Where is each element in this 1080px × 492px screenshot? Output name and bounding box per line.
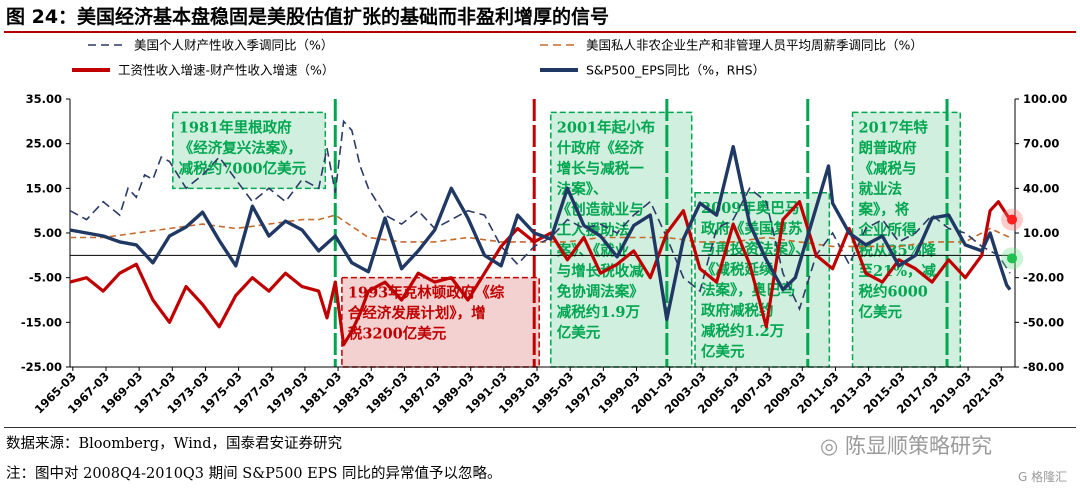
y-right-tick-4: 10.00 (1023, 226, 1059, 240)
annotation-text-3-10: 减税约1.9万 (557, 303, 640, 321)
source-text: 数据来源：Bloomberg，Wind，国泰君安证券研究 (6, 436, 342, 452)
watermark-small: G 格隆汇 (1018, 468, 1067, 485)
chart: 美国个人财产性收入季调同比（%） 美国私人非农企业生产和非管理人员平均周薪季调同比… (21, 38, 1068, 417)
annotation-text-1-3: 减税约7000亿美元 (179, 159, 307, 177)
y-right-tick-3: 40.00 (1023, 181, 1059, 195)
annotation-boxes: 1981年里根政府《经济复兴法案》， 减税约7000亿美元 1993年克林顿政府《综… (172, 111, 962, 368)
end-dots (1001, 208, 1024, 270)
watermark-small-text: 格隆汇 (1031, 470, 1068, 484)
watermark-text: 陈显顺策略研究 (845, 434, 993, 458)
series-wage-minus-wealth (69, 200, 1012, 347)
gelonghui-logo-icon: G (1018, 470, 1028, 484)
y-right-tick-1: 100.00 (1023, 92, 1067, 106)
annotation-text-1-1: 1981年里根政府 (179, 118, 292, 136)
legend-label-eps: S&P500_EPS同比（%，RHS） (586, 63, 765, 78)
annotation-text-3-5: 《创造就业与 (557, 200, 644, 218)
end-dot-green (1007, 253, 1018, 264)
series-eps (69, 144, 1012, 322)
annotation-text-2-2: 合经济发展计划》，增 (347, 304, 486, 322)
annotation-text-3-2: 什政府《经济 (557, 139, 644, 157)
annotation-text-4-1: 2009年奥巴马 (701, 199, 799, 217)
annotation-text-1-2: 《经济复兴法案》， (179, 139, 302, 157)
annotation-box-1 (172, 111, 327, 190)
annotation-text-5-8: 至21%，减 (859, 262, 937, 280)
page-title: 图 24：美国经济基本盘稳固是美股估值扩张的基础而非盈利增厚的信号 (6, 6, 610, 28)
chart-series (69, 119, 1012, 347)
legend-label-wealth_income: 美国个人财产性收入季调同比（%） (134, 38, 333, 53)
title-divider (4, 31, 1076, 33)
y-left-tick-1: 35.00 (26, 92, 62, 106)
annotation-text-2-3: 税3200亿美元 (348, 325, 447, 343)
legend-label-wage_minus_wealth: 工资性收入增速-财产性收入增速（%） (118, 63, 334, 78)
y-right-tick-6: -50.00 (1023, 315, 1064, 329)
y-left-tick-6: -15.00 (21, 315, 62, 329)
annotation-text-3-11: 亿美元 (557, 323, 601, 341)
annotation-text-2-1: 1993年克林顿政府《综 (348, 284, 505, 302)
annotation-text-5-3: 《减税与 (859, 159, 917, 177)
annotation-box-5 (851, 111, 962, 368)
annotation-text-5-1: 2017年特 (859, 118, 929, 136)
annotation-text-4-7: 减税约1.2万 (701, 322, 784, 340)
annotation-text-4-6: 政府减税约 (701, 301, 774, 319)
annotation-text-3-9: 免协调法案》 (557, 282, 644, 300)
footer-divider (4, 427, 1076, 428)
y-left-tick-2: 25.00 (26, 137, 62, 151)
annotation-text-5-5: 案》，将 (858, 200, 910, 218)
chart-legend: 美国个人财产性收入季调同比（%） 美国私人非农企业生产和非管理人员平均周薪季调同比… (72, 38, 923, 78)
annotation-text-3-1: 2001年起小布 (557, 118, 655, 136)
y-right-tick-2: 70.00 (1023, 137, 1059, 151)
end-dot-red (1007, 214, 1018, 225)
y-left-tick-3: 15.00 (26, 181, 62, 195)
note-text: 注：图中对 2008Q4-2010Q3 期间 S&P500 EPS 同比的异常值… (6, 466, 502, 482)
legend-label-nonfarm_wage: 美国私人非农企业生产和非管理人员平均周薪季调同比（%） (586, 38, 923, 53)
y-right-tick-5: -20.00 (1023, 271, 1064, 285)
annotation-text-4-8: 亿美元 (701, 342, 745, 360)
y-right-tick-7: -80.00 (1023, 360, 1064, 374)
annotation-text-3-3: 增长与减税一 (557, 159, 644, 177)
annotation-box-2 (341, 276, 540, 368)
wechat-icon: ◎ (820, 434, 839, 458)
annotation-text-5-4: 就业法 (859, 180, 903, 198)
watermark: ◎ 陈显顺策略研究 (820, 430, 992, 460)
annotation-text-5-9: 税约6000 (859, 282, 928, 300)
y-left-tick-5: -5.00 (29, 271, 62, 285)
annotation-text-4-4: 《减税延续 (701, 260, 774, 278)
y-left-tick-7: -25.00 (21, 360, 62, 374)
annotation-text-5-2: 朗普政府 (859, 139, 917, 157)
annotation-text-5-10: 亿美元 (859, 303, 903, 321)
y-left-tick-4: 5.00 (34, 226, 62, 240)
